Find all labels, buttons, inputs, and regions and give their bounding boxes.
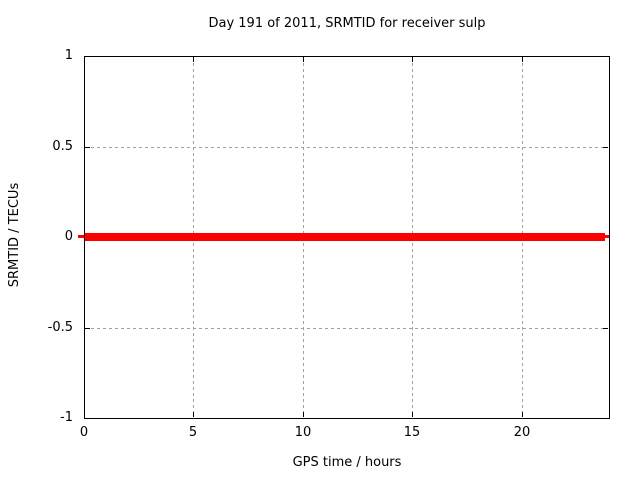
x-tick-label: 5: [188, 425, 198, 440]
plot-area: [84, 56, 610, 419]
y-tick-left: [85, 147, 90, 148]
x-tick-bottom: [303, 412, 304, 417]
x-tick-top: [522, 57, 523, 62]
y-tick-left: [85, 418, 90, 419]
y-tick-right: [603, 328, 608, 329]
x-tick-label: 15: [403, 425, 421, 440]
y-tick-left: [85, 56, 90, 57]
x-tick-top: [303, 57, 304, 62]
series-endcap-left: [78, 235, 84, 238]
y-tick-label: 0.5: [52, 139, 73, 154]
y-tick-left: [85, 328, 90, 329]
y-gridline: [85, 147, 608, 148]
x-tick-label: 20: [513, 425, 531, 440]
x-axis-label: GPS time / hours: [292, 455, 402, 470]
y-tick-label: 1: [64, 48, 73, 63]
x-tick-bottom: [193, 412, 194, 417]
y-tick-right: [603, 56, 608, 57]
y-tick-label: -1: [60, 410, 73, 425]
x-tick-bottom: [84, 412, 85, 417]
series-line: [85, 233, 605, 241]
y-tick-right: [603, 418, 608, 419]
y-tick-right: [603, 147, 608, 148]
x-tick-label: 10: [294, 425, 312, 440]
x-tick-top: [193, 57, 194, 62]
y-gridline: [85, 328, 608, 329]
x-tick-label: 0: [79, 425, 89, 440]
x-tick-bottom: [412, 412, 413, 417]
y-tick-label: 0: [64, 229, 73, 244]
x-tick-top: [84, 57, 85, 62]
series-endcap-right: [605, 235, 609, 238]
chart-title: Day 191 of 2011, SRMTID for receiver sul…: [208, 16, 486, 31]
y-tick-label: -0.5: [47, 320, 73, 335]
x-tick-top: [412, 57, 413, 62]
x-tick-bottom: [522, 412, 523, 417]
